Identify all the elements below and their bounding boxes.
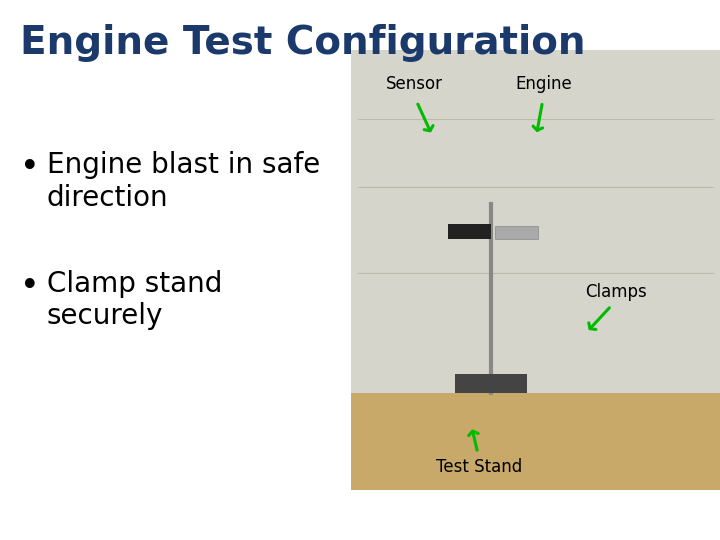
Text: Sensor: Sensor [385,75,443,93]
Bar [351,393,720,490]
Text: Engine Test Configuration: Engine Test Configuration [20,24,585,62]
Bar [455,374,527,393]
Text: •: • [20,151,40,184]
Text: Clamp stand
securely: Clamp stand securely [47,270,222,330]
Bar [351,50,720,393]
Text: Engine blast in safe
direction: Engine blast in safe direction [47,151,320,212]
Text: Test Stand: Test Stand [436,458,522,476]
Bar [351,50,720,490]
Bar [448,224,491,239]
Text: Clamps: Clamps [585,282,647,301]
Text: •: • [20,270,40,303]
Bar [495,226,538,239]
Text: Engine: Engine [516,75,572,93]
